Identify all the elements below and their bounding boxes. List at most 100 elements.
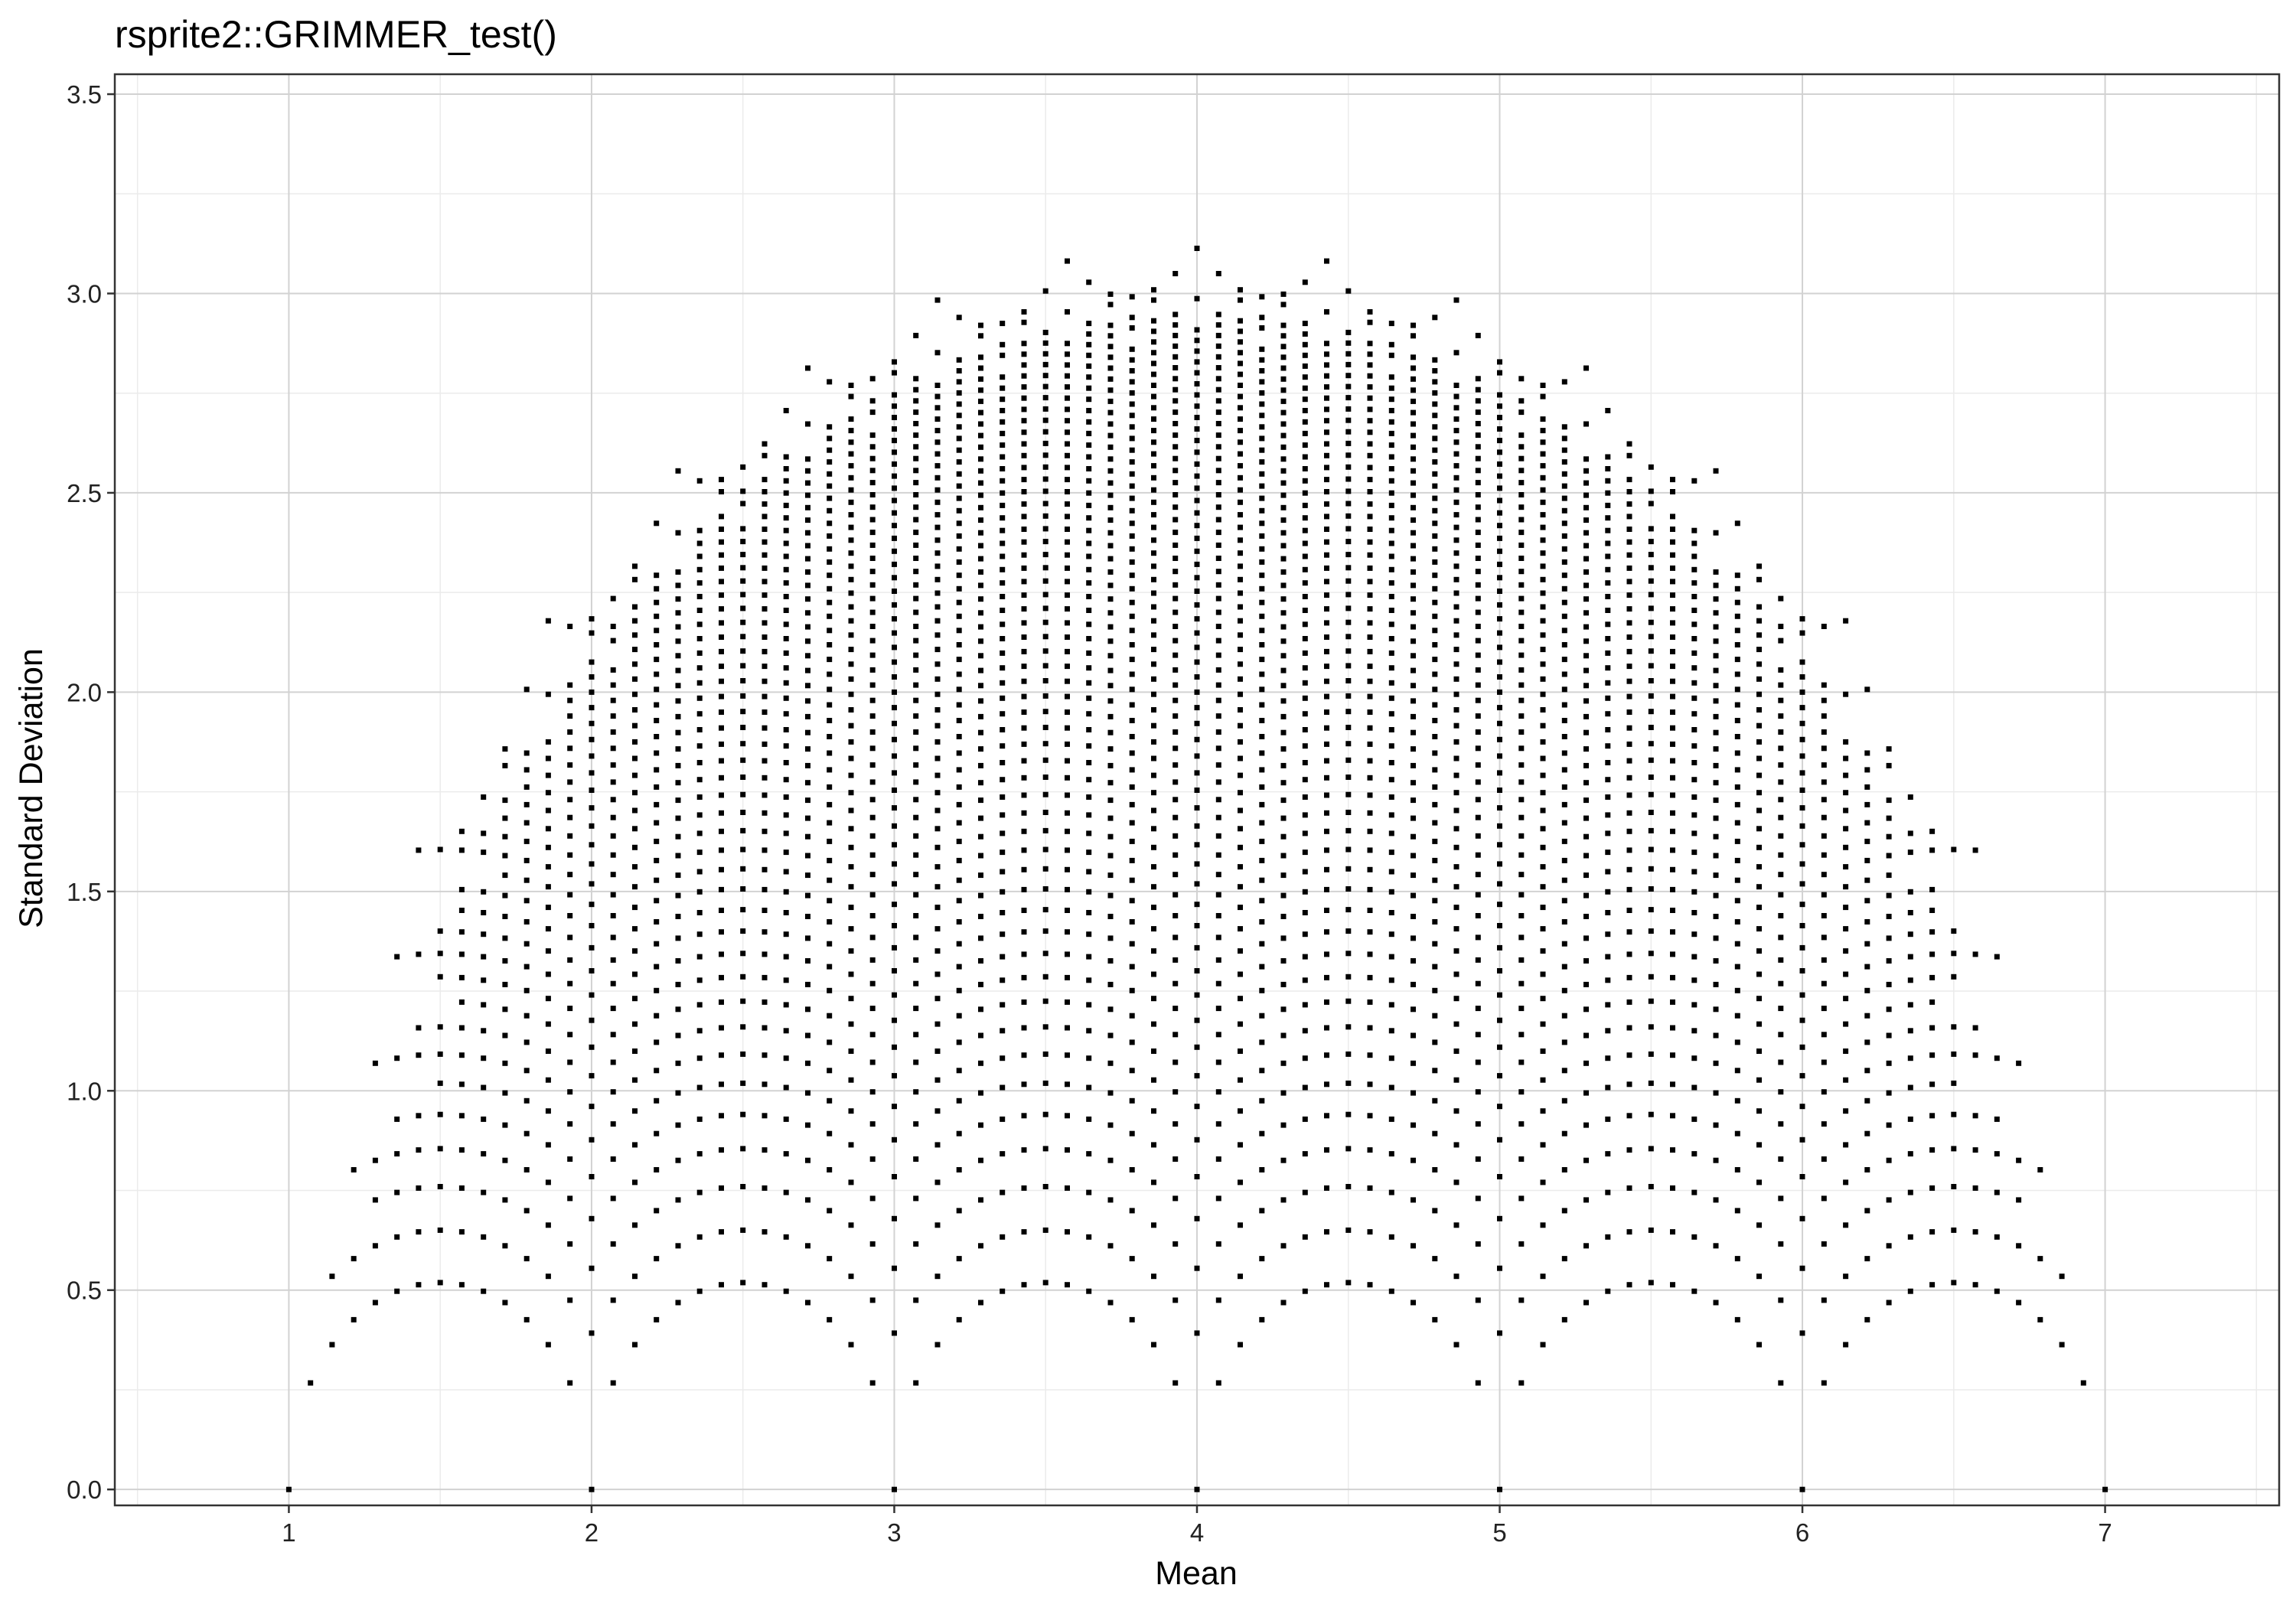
data-point bbox=[1215, 1297, 1221, 1303]
data-point bbox=[1302, 553, 1308, 559]
data-point bbox=[437, 1184, 443, 1189]
data-point bbox=[1302, 566, 1308, 572]
data-point bbox=[1929, 1185, 1936, 1191]
data-point bbox=[956, 471, 962, 477]
data-point bbox=[1065, 620, 1070, 626]
data-point bbox=[978, 746, 983, 752]
data-point bbox=[978, 853, 983, 859]
data-point bbox=[783, 553, 789, 559]
data-point bbox=[1345, 634, 1352, 640]
data-point bbox=[913, 504, 919, 510]
data-point bbox=[978, 1300, 983, 1306]
data-point bbox=[1453, 676, 1459, 682]
data-point bbox=[1129, 1208, 1135, 1214]
data-point bbox=[1238, 722, 1243, 729]
data-point bbox=[1497, 497, 1502, 504]
data-point bbox=[1367, 951, 1373, 957]
data-point bbox=[654, 628, 660, 634]
data-point bbox=[1280, 556, 1287, 562]
data-point bbox=[913, 480, 919, 486]
data-point bbox=[1280, 853, 1287, 859]
data-point bbox=[934, 297, 941, 303]
data-point bbox=[1151, 948, 1156, 954]
data-point bbox=[1648, 709, 1654, 715]
data-point bbox=[1302, 1055, 1308, 1061]
data-point bbox=[892, 616, 897, 622]
data-point bbox=[1238, 807, 1243, 814]
data-point bbox=[416, 1052, 422, 1058]
data-point bbox=[762, 552, 768, 558]
data-point bbox=[740, 634, 746, 640]
data-point bbox=[523, 857, 530, 863]
data-point bbox=[934, 550, 941, 556]
data-point bbox=[1345, 340, 1352, 346]
data-point bbox=[869, 595, 876, 602]
data-point bbox=[1734, 642, 1740, 647]
data-point bbox=[1194, 295, 1200, 302]
data-point bbox=[1021, 664, 1027, 670]
data-point bbox=[481, 1028, 487, 1034]
data-point bbox=[827, 585, 833, 592]
data-point bbox=[978, 667, 983, 673]
data-point bbox=[934, 647, 941, 653]
data-point bbox=[1518, 934, 1525, 941]
data-point bbox=[654, 657, 660, 663]
data-point bbox=[1129, 702, 1135, 708]
data-point bbox=[1129, 435, 1135, 442]
data-point bbox=[523, 750, 530, 756]
data-point bbox=[523, 941, 530, 947]
data-point bbox=[1388, 850, 1394, 856]
data-point bbox=[589, 1137, 595, 1143]
data-point bbox=[1734, 1068, 1740, 1074]
data-point bbox=[1886, 1006, 1892, 1013]
data-point bbox=[545, 826, 551, 832]
data-point bbox=[1000, 636, 1006, 641]
data-point bbox=[1691, 743, 1698, 749]
data-point bbox=[762, 441, 768, 447]
data-point bbox=[1107, 569, 1114, 575]
data-point bbox=[1151, 463, 1156, 469]
data-point bbox=[956, 987, 962, 993]
data-point bbox=[1475, 852, 1481, 858]
data-point bbox=[1302, 1288, 1308, 1294]
data-point bbox=[1540, 604, 1546, 610]
data-point bbox=[1475, 1121, 1481, 1127]
data-point bbox=[1259, 346, 1265, 352]
data-point bbox=[805, 815, 810, 821]
data-point bbox=[1021, 579, 1027, 585]
data-point bbox=[1605, 553, 1611, 559]
data-point bbox=[1648, 1024, 1654, 1030]
data-point bbox=[696, 527, 703, 533]
data-point bbox=[1713, 892, 1719, 898]
data-point bbox=[1561, 447, 1567, 453]
data-point bbox=[1432, 671, 1438, 677]
data-point bbox=[913, 582, 919, 588]
data-point bbox=[1670, 1052, 1675, 1058]
data-point bbox=[1345, 429, 1352, 435]
data-point bbox=[1626, 579, 1632, 585]
data-point bbox=[1000, 812, 1006, 818]
data-point bbox=[1194, 338, 1200, 344]
data-point bbox=[1540, 474, 1546, 481]
data-point bbox=[502, 762, 508, 768]
data-point bbox=[1238, 339, 1243, 345]
data-point bbox=[1367, 847, 1373, 853]
data-point bbox=[956, 1013, 962, 1019]
data-point bbox=[1065, 828, 1070, 834]
data-point bbox=[1778, 697, 1784, 703]
data-point bbox=[1561, 572, 1567, 579]
data-point bbox=[1605, 665, 1611, 671]
data-point bbox=[632, 1222, 638, 1228]
data-point bbox=[2059, 1273, 2065, 1280]
data-point bbox=[545, 1021, 551, 1027]
data-point bbox=[1280, 872, 1287, 879]
data-point bbox=[1215, 852, 1221, 858]
data-point bbox=[523, 987, 530, 993]
data-point bbox=[869, 530, 876, 536]
data-point bbox=[1367, 489, 1373, 494]
data-point bbox=[1540, 691, 1546, 697]
data-point bbox=[719, 693, 724, 700]
data-point bbox=[1367, 606, 1373, 612]
data-point bbox=[1886, 833, 1892, 840]
data-point bbox=[869, 1121, 876, 1127]
